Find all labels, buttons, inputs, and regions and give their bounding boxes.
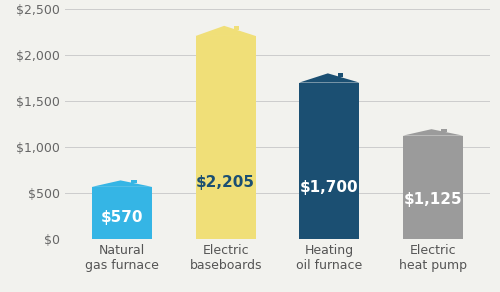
Bar [234, 26, 239, 30]
Text: $1,700: $1,700 [300, 180, 358, 195]
Bar [338, 73, 343, 77]
Bar [196, 36, 256, 239]
Bar [442, 129, 447, 132]
Bar [131, 180, 137, 183]
Text: $2,205: $2,205 [196, 175, 255, 190]
Polygon shape [403, 129, 463, 135]
Polygon shape [196, 26, 256, 36]
Polygon shape [300, 73, 360, 83]
Text: $570: $570 [101, 210, 144, 225]
Polygon shape [92, 180, 152, 187]
Bar [300, 83, 360, 239]
Bar [403, 135, 463, 239]
Bar [92, 187, 152, 239]
Text: $1,125: $1,125 [404, 192, 462, 208]
